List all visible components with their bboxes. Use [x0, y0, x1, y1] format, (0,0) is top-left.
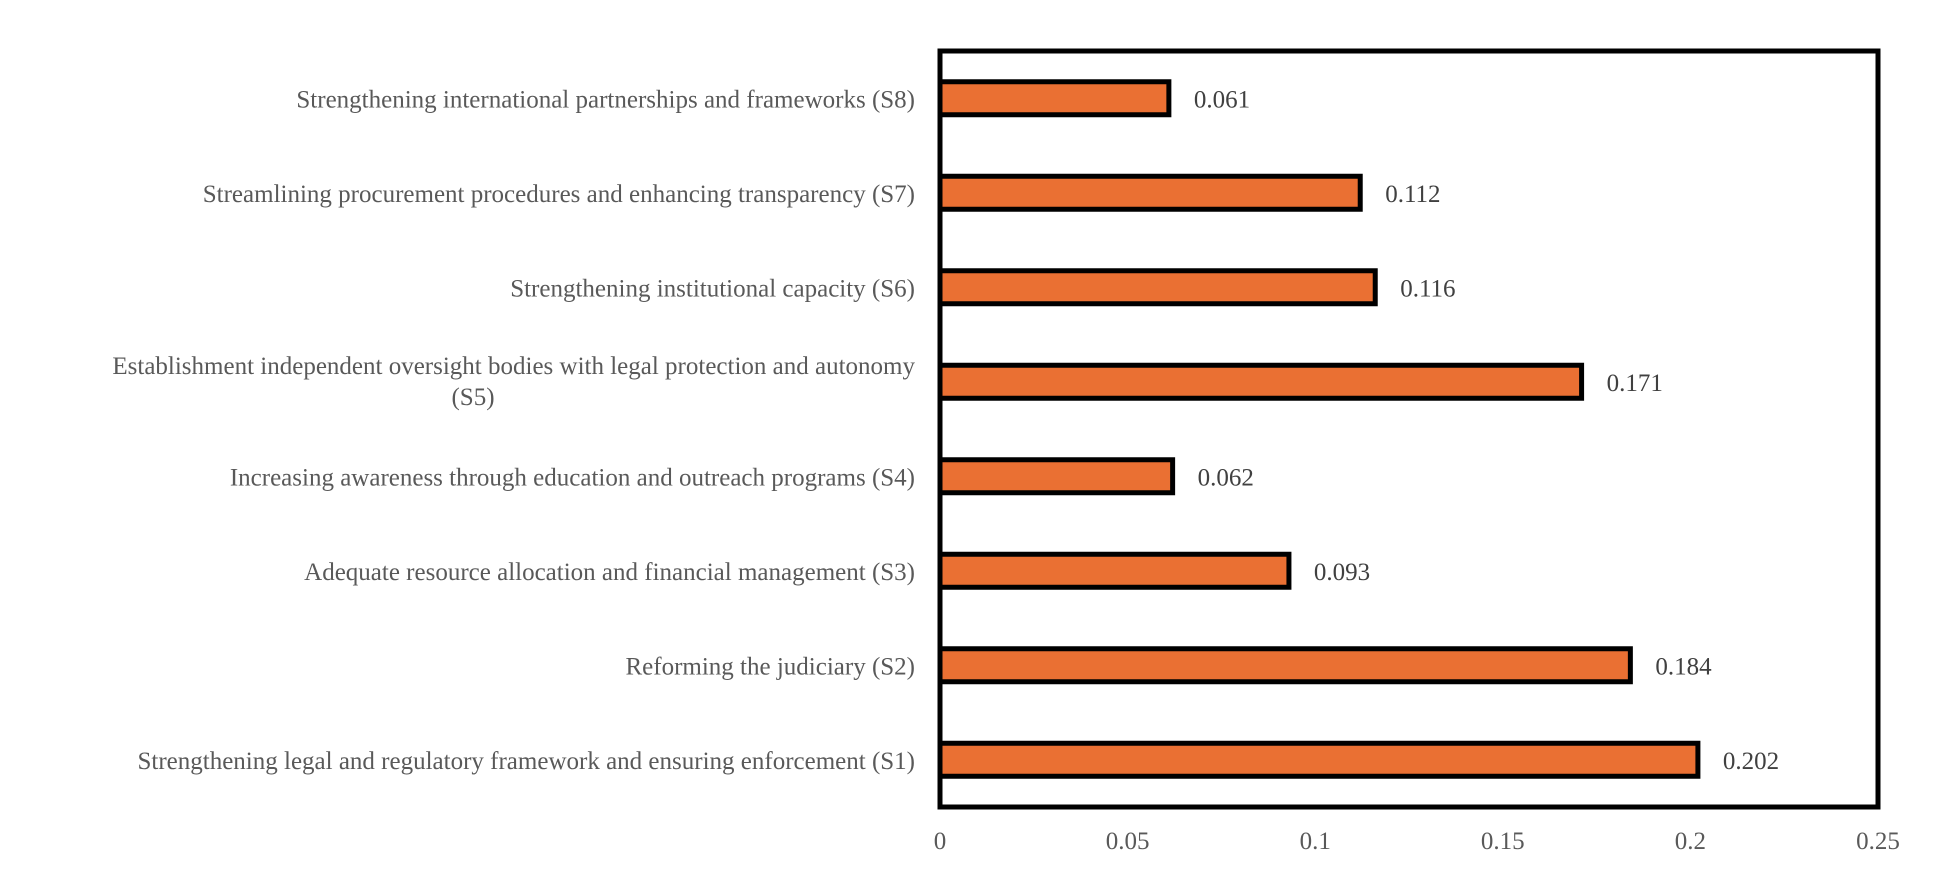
data-label: 0.184 [1655, 653, 1712, 680]
x-tick-label: 0.2 [1675, 828, 1706, 855]
data-label: 0.112 [1385, 181, 1440, 208]
bar [937, 551, 1292, 590]
category-label: Strengthening legal and regulatory frame… [137, 748, 915, 775]
category-label: Streamlining procurement procedures and … [203, 181, 915, 208]
x-tick-label: 0.25 [1856, 828, 1900, 855]
plot-frame [937, 48, 1881, 810]
x-axis-ticks: 0 0.05 0.1 0.15 0.2 0.25 [934, 828, 1900, 855]
category-labels: Strengthening international partnerships… [112, 86, 915, 775]
value-labels: 0.061 0.112 0.116 0.171 0.062 0.093 0.184 0.202 [1194, 86, 1779, 775]
data-label: 0.116 [1400, 275, 1455, 302]
data-label: 0.062 [1198, 464, 1254, 491]
x-tick-label: 0 [934, 828, 947, 855]
bar [937, 646, 1633, 685]
category-label: Strengthening institutional capacity (S6… [510, 275, 915, 302]
category-label: Strengthening international partnerships… [296, 86, 915, 113]
data-label: 0.171 [1607, 370, 1663, 397]
bar [937, 362, 1585, 401]
bar [937, 173, 1363, 212]
category-label: Reforming the judiciary (S2) [625, 653, 915, 680]
category-label: Adequate resource allocation and financi… [304, 559, 915, 586]
x-tick-label: 0.15 [1481, 828, 1525, 855]
data-label: 0.061 [1194, 86, 1250, 113]
category-label: Establishment independent oversight bodi… [112, 353, 915, 411]
bars-group [937, 79, 1701, 779]
x-tick-label: 0.1 [1300, 828, 1331, 855]
bar [937, 457, 1176, 496]
data-label: 0.202 [1723, 748, 1779, 775]
bar [937, 740, 1701, 779]
x-tick-label: 0.05 [1106, 828, 1150, 855]
data-label: 0.093 [1314, 559, 1370, 586]
category-label: Increasing awareness through education a… [230, 464, 915, 491]
bar [937, 268, 1378, 307]
bar [937, 79, 1172, 118]
